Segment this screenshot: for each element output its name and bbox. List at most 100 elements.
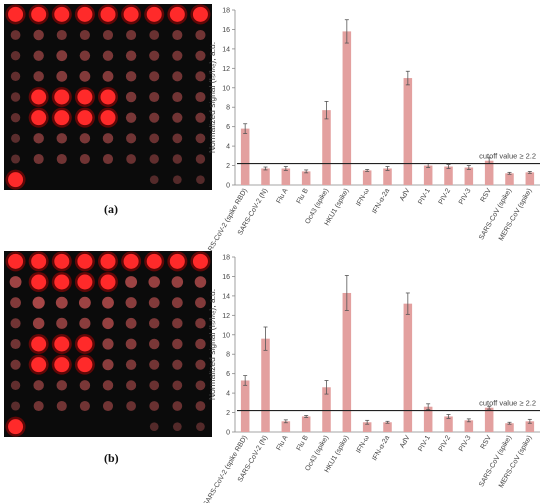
array-spot	[102, 400, 114, 412]
array-spot	[102, 380, 114, 391]
array-spot	[77, 89, 93, 105]
array-spot	[100, 110, 116, 126]
bar	[525, 421, 535, 432]
y-tick-label: 14	[222, 293, 230, 300]
array-spot	[31, 110, 47, 126]
array-spot	[172, 50, 183, 61]
bar	[342, 31, 352, 186]
array-spot	[125, 297, 137, 309]
array-spot	[196, 175, 205, 185]
array-spot	[79, 317, 91, 329]
array-spot	[171, 276, 184, 288]
array-spot	[172, 359, 183, 370]
bar	[322, 387, 331, 432]
array-spot	[102, 133, 114, 144]
y-tick-label: 4	[226, 144, 230, 151]
array-spot	[79, 133, 91, 144]
microarray-image	[4, 251, 212, 437]
x-tick-label: AdV	[399, 187, 412, 202]
array-spot	[172, 175, 182, 185]
y-tick-label: 0	[226, 183, 230, 190]
bar	[403, 303, 413, 432]
array-spot	[10, 359, 21, 370]
array-spot	[149, 401, 160, 411]
array-spot	[54, 89, 70, 105]
array-spot	[56, 29, 67, 41]
array-spot	[54, 336, 70, 352]
array-spot	[149, 154, 159, 164]
array-spot	[102, 50, 114, 61]
array-spot	[125, 317, 137, 329]
array-spot	[11, 133, 21, 143]
array-spot	[126, 154, 136, 164]
array-spot	[172, 380, 183, 391]
y-tick-label: 10	[222, 332, 230, 339]
array-spot	[195, 29, 206, 41]
array-spot	[149, 359, 160, 370]
array-spot	[79, 153, 90, 165]
array-spot	[123, 253, 139, 269]
bar	[240, 380, 250, 432]
array-spot	[192, 253, 208, 269]
array-spot	[56, 50, 68, 62]
array-spot	[125, 276, 138, 288]
array-spot	[102, 70, 114, 82]
array-spot	[54, 274, 70, 290]
array-spot	[33, 29, 44, 41]
bar	[464, 420, 474, 432]
array-spot	[77, 110, 93, 126]
array-spot	[102, 317, 114, 330]
figure-panel-b: 0 2 4 6 8 10 12 14 16 18 Normalized signal (Iₛ/Iₙₑ…	[0, 247, 550, 503]
array-spot	[195, 318, 206, 329]
y-tick-label: 0	[226, 430, 230, 437]
x-tick-label: IFN-α-2a	[371, 434, 391, 462]
array-spot	[100, 89, 116, 105]
array-spot	[125, 71, 137, 82]
array-spot	[195, 71, 206, 82]
array-spot	[148, 297, 160, 309]
array-spot	[149, 30, 160, 40]
array-spot	[195, 112, 206, 123]
bar-chart: 0 2 4 6 8 10 12 14 16 18 Normalized signal (Iₛ/Iₙₑ…	[203, 8, 540, 261]
array-spot	[195, 154, 206, 164]
bar	[362, 170, 372, 185]
array-spot	[77, 336, 93, 352]
x-tick-label: PIV-2	[438, 434, 453, 452]
y-tick-label: 18	[222, 8, 230, 15]
bar	[362, 422, 372, 432]
x-tick-label: PIV-1	[417, 187, 432, 205]
y-tick-label: 16	[222, 27, 230, 34]
array-spot	[31, 6, 47, 22]
array-spot	[172, 29, 183, 41]
array-spot	[8, 6, 24, 22]
array-spot	[11, 401, 21, 411]
y-tick-label: 12	[222, 66, 230, 73]
array-spot	[126, 380, 137, 391]
y-tick-label: 12	[222, 313, 230, 320]
y-axis-label: Normalized signal (Iₛ/Iₙₑ), a.u.	[207, 289, 217, 400]
array-spot	[102, 153, 114, 165]
array-spot	[56, 380, 68, 391]
array-spot	[192, 6, 208, 22]
panel-label: (a)	[104, 202, 118, 216]
array-spot	[195, 133, 206, 144]
array-spot	[56, 133, 68, 144]
array-spot	[195, 338, 206, 350]
array-spot	[126, 133, 137, 144]
array-spot	[77, 357, 93, 373]
y-tick-label: 18	[222, 255, 230, 262]
array-spot	[126, 29, 137, 41]
array-spot	[79, 70, 91, 82]
x-tick-label: SARS-CoV-2 (spike RBD)	[203, 435, 249, 503]
panel-label: (b)	[104, 451, 119, 465]
x-tick-label: Flu A	[276, 434, 290, 452]
bar	[281, 168, 291, 185]
y-tick-label: 8	[226, 352, 230, 359]
array-spot	[149, 380, 160, 391]
array-spot	[55, 296, 68, 309]
y-axis-label: Normalized signal (Iₛ/Iₙₑ), a.u.	[207, 42, 217, 153]
array-spot	[172, 112, 183, 123]
y-tick-label: 8	[226, 105, 230, 112]
array-spot	[33, 380, 44, 391]
array-spot	[10, 297, 21, 309]
